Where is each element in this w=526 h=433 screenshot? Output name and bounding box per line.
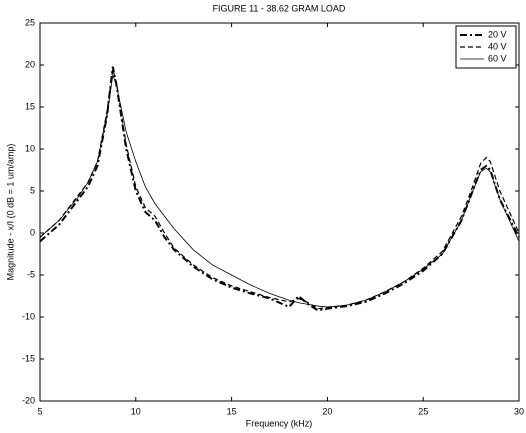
plot-frame xyxy=(39,22,520,402)
legend-label: 20 V xyxy=(488,29,507,39)
x-tick-label: 25 xyxy=(418,406,428,416)
x-axis-label: Frequency (kHz) xyxy=(246,418,313,428)
y-tick-label: 20 xyxy=(25,59,35,69)
legend-box xyxy=(455,25,517,69)
y-tick-label: -15 xyxy=(22,353,35,363)
x-tick-label: 15 xyxy=(227,406,237,416)
x-tick-label: 10 xyxy=(131,406,141,416)
y-tick-label: 25 xyxy=(25,17,35,27)
y-tick-label: 15 xyxy=(25,101,35,111)
y-tick-label: 5 xyxy=(30,185,35,195)
line-series xyxy=(39,74,520,308)
y-tick-label: 0 xyxy=(30,227,35,237)
x-tick-label: 30 xyxy=(514,406,524,416)
line-series xyxy=(39,69,520,310)
line-series xyxy=(39,66,520,312)
y-tick-label: -20 xyxy=(22,395,35,405)
chart-title: FIGURE 11 - 38.62 GRAM LOAD xyxy=(213,3,346,13)
legend-label: 60 V xyxy=(488,53,507,63)
legend-label: 40 V xyxy=(488,41,507,51)
x-tick-label: 5 xyxy=(37,406,42,416)
y-axis-label: Magnitude - x/I (0 dB = 1 um/amp) xyxy=(5,144,15,281)
y-tick-label: 10 xyxy=(25,143,35,153)
y-tick-label: -10 xyxy=(22,311,35,321)
x-tick-label: 20 xyxy=(322,406,332,416)
y-tick-label: -5 xyxy=(27,269,35,279)
